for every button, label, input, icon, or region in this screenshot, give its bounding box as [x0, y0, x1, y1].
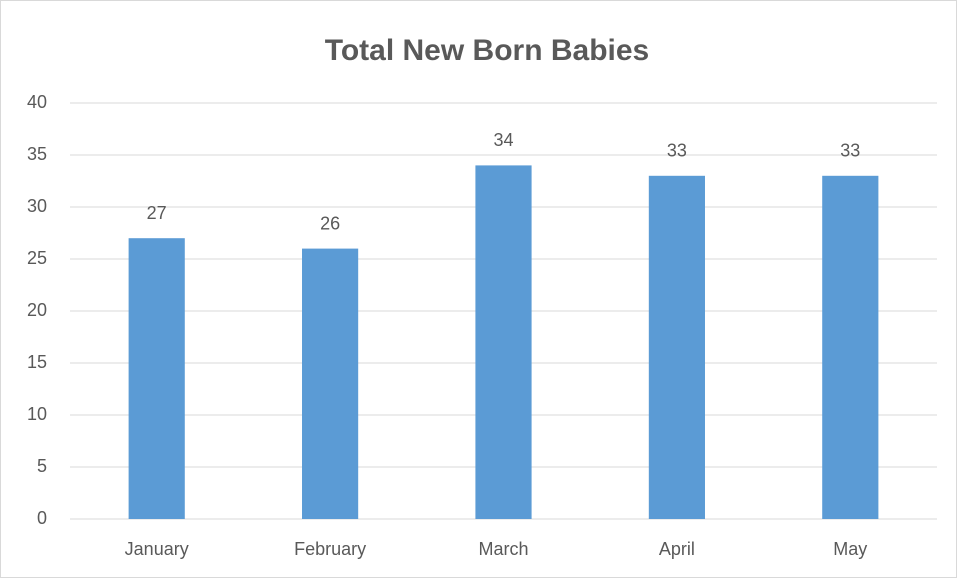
y-tick-label: 15 — [27, 352, 47, 372]
data-label: 33 — [667, 141, 687, 161]
data-label: 33 — [840, 141, 860, 161]
x-tick-label: May — [833, 539, 867, 559]
y-tick-label: 20 — [27, 300, 47, 320]
y-tick-label: 25 — [27, 248, 47, 268]
y-tick-label: 35 — [27, 144, 47, 164]
bar — [648, 175, 705, 520]
x-tick-label: February — [294, 539, 366, 559]
y-tick-label: 40 — [27, 92, 47, 112]
bar — [302, 248, 359, 519]
data-label: 34 — [493, 130, 513, 150]
data-label: 27 — [147, 203, 167, 223]
bar — [128, 238, 185, 519]
y-tick-label: 0 — [37, 508, 47, 528]
chart-title: Total New Born Babies — [325, 34, 650, 67]
y-tick-label: 30 — [27, 196, 47, 216]
x-tick-label: January — [125, 539, 189, 559]
data-label: 26 — [320, 213, 340, 233]
y-tick-label: 5 — [37, 456, 47, 476]
x-tick-label: March — [478, 539, 528, 559]
x-tick-label: April — [659, 539, 695, 559]
y-tick-label: 10 — [27, 404, 47, 424]
bar — [822, 175, 879, 520]
bar — [475, 165, 532, 519]
